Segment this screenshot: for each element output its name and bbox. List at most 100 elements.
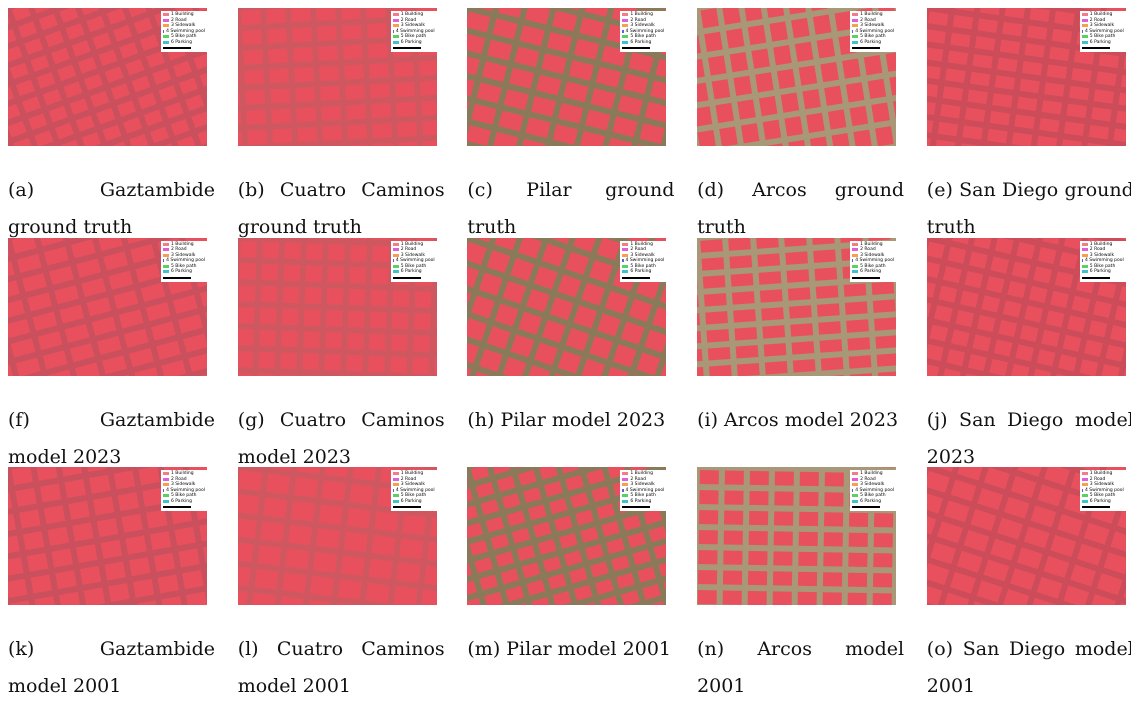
legend-label: 6 Parking [171,499,192,505]
legend-item: 6 Parking [163,499,205,505]
legend-swatch [1082,270,1088,273]
caption: (e) San Diego ground truth [927,172,1131,246]
legend-item: 6 Parking [393,269,435,275]
legend-item: 6 Parking [622,269,664,275]
legend-swatch [852,472,858,475]
legend-swatch [622,494,628,497]
legend-swatch [852,483,858,486]
legend-swatch [163,494,169,497]
legend-swatch [622,254,628,257]
legend-swatch [1082,35,1088,38]
legend-item: 6 Parking [163,269,205,275]
caption: (d) Arcos ground truth [697,172,904,246]
legend-label: 6 Parking [630,499,651,505]
legend-swatch [393,472,399,475]
legend: 1 Building2 Road3 Sidewalk4 Swimming poo… [1080,470,1126,511]
legend-swatch [393,41,399,44]
legend-swatch [852,265,858,268]
legend-swatch [852,13,858,16]
legend-swatch [163,500,169,503]
legend-swatch [1082,254,1088,257]
legend-label: 6 Parking [630,40,651,46]
legend-item: 6 Parking [163,40,205,46]
legend-swatch [163,265,169,268]
legend: 1 Building2 Road3 Sidewalk4 Swimming poo… [850,241,896,282]
legend-swatch [163,35,169,38]
legend-swatch [622,41,628,44]
legend-swatch [852,248,858,251]
legend-label: 6 Parking [1090,269,1111,275]
scale-bar [852,277,880,279]
legend-swatch [1082,259,1083,262]
scale-bar [1082,47,1110,49]
legend-swatch [852,259,853,262]
caption: (a) Gaztambide ground truth [8,172,215,246]
legend-swatch [622,270,628,273]
legend-swatch [163,259,164,262]
legend-swatch [1082,472,1088,475]
legend-swatch [852,35,858,38]
legend-swatch [163,41,169,44]
caption: (b) Cuatro Caminos ground truth [238,172,445,246]
legend-swatch [393,35,399,38]
legend-swatch [1082,478,1088,481]
legend-swatch [393,483,399,486]
legend-swatch [163,483,169,486]
legend-swatch [622,500,628,503]
legend-swatch [622,248,628,251]
legend: 1 Building2 Road3 Sidewalk4 Swimming poo… [620,241,666,282]
legend-label: 6 Parking [401,269,422,275]
legend-swatch [393,248,399,251]
legend-swatch [393,494,399,497]
scale-bar [1082,277,1110,279]
legend-swatch [1082,243,1088,246]
scale-bar [852,506,880,508]
legend-item: 6 Parking [393,499,435,505]
legend-swatch [163,489,164,492]
legend-swatch [622,30,623,33]
legend-swatch [393,13,399,16]
legend-swatch [1082,41,1088,44]
legend-swatch [852,243,858,246]
legend-label: 6 Parking [401,499,422,505]
legend: 1 Building2 Road3 Sidewalk4 Swimming poo… [161,11,207,52]
scale-bar [163,277,191,279]
legend-swatch [622,13,628,16]
legend-swatch [163,270,169,273]
legend-swatch [1082,24,1088,27]
legend-swatch [393,265,399,268]
legend-label: 6 Parking [630,269,651,275]
legend-swatch [852,30,853,33]
scale-bar [852,47,880,49]
caption: (j) San Diego model 2023 [927,402,1131,476]
scale-bar [163,506,191,508]
legend-item: 6 Parking [393,40,435,46]
legend-label: 6 Parking [401,40,422,46]
legend-swatch [1082,19,1088,22]
legend-swatch [852,41,858,44]
legend-swatch [622,259,623,262]
legend-swatch [393,478,399,481]
caption: (i) Arcos model 2023 [697,402,904,439]
legend-swatch [393,259,394,262]
legend-swatch [163,243,169,246]
legend-swatch [622,472,628,475]
legend-swatch [163,254,169,257]
legend-swatch [163,248,169,251]
scale-bar [1082,506,1110,508]
legend-swatch [163,30,164,33]
legend-swatch [1082,265,1088,268]
legend-item: 6 Parking [852,499,894,505]
legend-swatch [1082,30,1083,33]
scale-bar [622,47,650,49]
legend-swatch [393,24,399,27]
legend-swatch [393,500,399,503]
legend-item: 6 Parking [622,40,664,46]
legend-swatch [163,13,169,16]
